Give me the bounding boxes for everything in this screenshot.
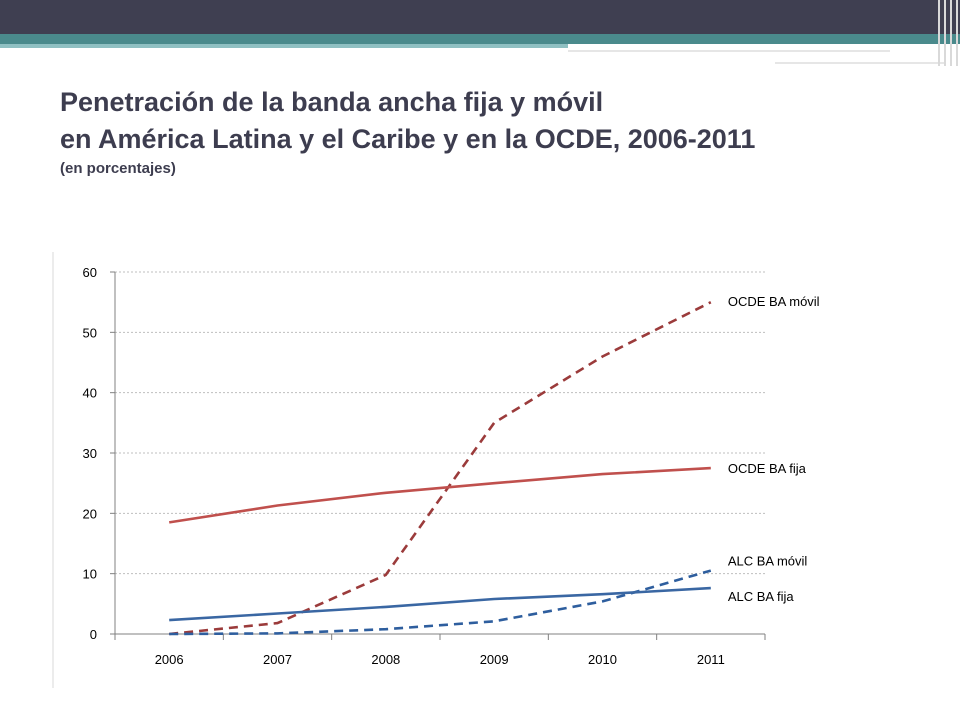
chart-area: 0 10 20 30 40 50 60 2006 2007 2008 2009 2010 2011 OCD…	[52, 252, 912, 688]
y-tick-label: 40	[83, 386, 97, 401]
corner-decor	[930, 0, 960, 66]
decor-line	[568, 50, 890, 52]
series-label: OCDE BA móvil	[728, 294, 820, 309]
top-bar	[0, 0, 960, 34]
accent-band	[0, 34, 960, 44]
series-line	[169, 301, 712, 636]
y-tick-label: 10	[83, 567, 97, 582]
y-tick-label: 50	[83, 325, 97, 340]
series-line	[168, 466, 711, 524]
y-tick-label: 60	[83, 265, 97, 280]
x-tick-label: 2008	[371, 652, 400, 667]
line-chart: 0 10 20 30 40 50 60 2006 2007 2008 2009 2010 2011 OCD…	[52, 252, 820, 688]
decor-line	[775, 62, 945, 64]
title-line-1: Penetración de la banda ancha fija y móv…	[60, 87, 604, 117]
series-label: ALC BA fija	[728, 589, 795, 604]
accent-band-light	[0, 44, 568, 48]
x-tick-label: 2006	[155, 652, 184, 667]
x-tick-label: 2011	[697, 652, 725, 667]
x-tick-label: 2010	[588, 652, 617, 667]
series-line	[169, 586, 711, 622]
subtitle: (en porcentajes)	[60, 160, 176, 177]
series-label: ALC BA móvil	[728, 554, 808, 569]
y-tick-label: 20	[83, 506, 97, 521]
x-tick-label: 2007	[263, 652, 292, 667]
title-line-2: en América Latina y el Caribe y en la OC…	[60, 124, 756, 154]
series-label: OCDE BA fija	[728, 461, 807, 476]
y-tick-label: 0	[90, 627, 97, 642]
slide-title: Penetración de la banda ancha fija y móv…	[60, 84, 940, 180]
y-tick-label: 30	[83, 446, 97, 461]
series-line	[169, 569, 712, 636]
x-tick-label: 2009	[480, 652, 509, 667]
